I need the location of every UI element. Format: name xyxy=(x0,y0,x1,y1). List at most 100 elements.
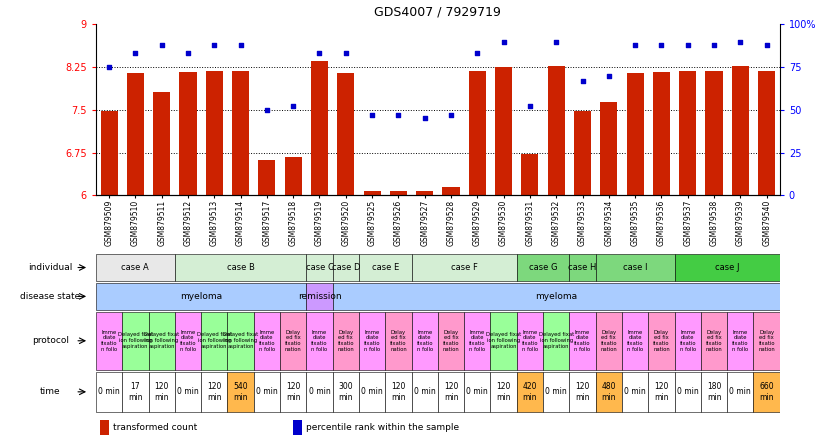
Point xyxy=(575,77,589,84)
Bar xyxy=(96,254,175,281)
Bar xyxy=(727,312,753,369)
Bar xyxy=(359,312,385,369)
Text: GDS4007 / 7929719: GDS4007 / 7929719 xyxy=(374,5,501,18)
Point xyxy=(629,41,642,48)
Text: Imme
diate
fixatio
n follo: Imme diate fixatio n follo xyxy=(364,329,380,352)
Bar xyxy=(123,312,148,369)
Text: case I: case I xyxy=(623,263,647,272)
Point xyxy=(260,107,274,114)
Text: Imme
diate
fixatio
n follo: Imme diate fixatio n follo xyxy=(179,329,196,352)
Bar xyxy=(175,312,201,369)
Point xyxy=(181,50,194,57)
Text: Delay
ed fix
fixatio
nation: Delay ed fix fixatio nation xyxy=(338,329,354,352)
Text: Delay
ed fix
fixatio
nation: Delay ed fix fixatio nation xyxy=(706,329,722,352)
Text: protocol: protocol xyxy=(32,336,69,345)
Text: case E: case E xyxy=(372,263,399,272)
Bar xyxy=(201,372,228,412)
Bar xyxy=(653,72,670,195)
Bar xyxy=(359,372,385,412)
Bar xyxy=(280,312,306,369)
Point xyxy=(550,38,563,45)
Bar xyxy=(438,372,465,412)
Bar xyxy=(675,312,701,369)
Text: Imme
diate
fixatio
n follo: Imme diate fixatio n follo xyxy=(732,329,749,352)
Text: myeloma: myeloma xyxy=(535,292,577,301)
Bar xyxy=(364,191,380,195)
Bar xyxy=(148,312,175,369)
Text: Delay
ed fix
fixatio
nation: Delay ed fix fixatio nation xyxy=(443,329,460,352)
Text: percentile rank within the sample: percentile rank within the sample xyxy=(306,423,460,432)
Text: Imme
diate
fixatio
n follo: Imme diate fixatio n follo xyxy=(311,329,328,352)
Text: Delay
ed fix
fixatio
nation: Delay ed fix fixatio nation xyxy=(653,329,670,352)
Text: 0 min: 0 min xyxy=(414,387,435,396)
Bar xyxy=(443,187,460,195)
Bar xyxy=(648,312,675,369)
Point xyxy=(523,103,536,110)
Text: 120
min: 120 min xyxy=(286,382,300,401)
Text: 0 min: 0 min xyxy=(730,387,751,396)
Point xyxy=(208,41,221,48)
Text: remission: remission xyxy=(298,292,341,301)
Bar xyxy=(294,420,303,435)
Bar xyxy=(438,312,465,369)
Bar xyxy=(96,312,123,369)
Bar xyxy=(254,312,280,369)
Bar xyxy=(675,372,701,412)
Bar xyxy=(306,372,333,412)
Bar xyxy=(679,71,696,195)
Bar xyxy=(228,312,254,369)
Text: individual: individual xyxy=(28,263,73,272)
Text: 120
min: 120 min xyxy=(391,382,405,401)
Bar xyxy=(706,71,722,195)
Bar xyxy=(284,157,302,195)
Point xyxy=(287,103,300,110)
Text: 120
min: 120 min xyxy=(496,382,511,401)
Bar xyxy=(727,372,753,412)
Point xyxy=(103,63,116,71)
Text: Imme
diate
fixatio
n follo: Imme diate fixatio n follo xyxy=(575,329,590,352)
Text: case D: case D xyxy=(332,263,360,272)
Text: 300
min: 300 min xyxy=(339,382,353,401)
Text: time: time xyxy=(40,387,61,396)
Point xyxy=(707,41,721,48)
Bar xyxy=(254,372,280,412)
Text: 0 min: 0 min xyxy=(677,387,699,396)
Bar xyxy=(127,73,144,195)
Text: Delayed fixat
ion following
aspiration: Delayed fixat ion following aspiration xyxy=(197,333,232,349)
Bar xyxy=(622,312,648,369)
Bar xyxy=(179,72,197,195)
Bar xyxy=(595,312,622,369)
Bar xyxy=(465,312,490,369)
Text: 120
min: 120 min xyxy=(654,382,669,401)
Bar xyxy=(306,282,333,310)
Bar xyxy=(758,71,775,195)
Point xyxy=(155,41,168,48)
Text: Imme
diate
fixatio
n follo: Imme diate fixatio n follo xyxy=(101,329,118,352)
Text: case B: case B xyxy=(227,263,254,272)
Text: case F: case F xyxy=(450,263,478,272)
Bar xyxy=(333,312,359,369)
Bar xyxy=(622,372,648,412)
Text: Imme
diate
fixatio
n follo: Imme diate fixatio n follo xyxy=(259,329,275,352)
Bar xyxy=(753,372,780,412)
Bar xyxy=(701,312,727,369)
Bar xyxy=(337,73,354,195)
Bar xyxy=(600,103,617,195)
Bar xyxy=(675,254,780,281)
Text: disease state: disease state xyxy=(20,292,81,301)
Bar xyxy=(175,372,201,412)
Bar xyxy=(259,160,275,195)
Bar xyxy=(228,372,254,412)
Bar xyxy=(389,191,407,195)
Text: case H: case H xyxy=(568,263,596,272)
Bar xyxy=(490,312,517,369)
Text: Delayed fixat
ion following
aspiration: Delayed fixat ion following aspiration xyxy=(118,333,153,349)
Bar xyxy=(280,372,306,412)
Point xyxy=(365,111,379,119)
Bar xyxy=(385,312,411,369)
Bar xyxy=(206,71,223,195)
Bar xyxy=(333,282,780,310)
Text: Imme
diate
fixatio
n follo: Imme diate fixatio n follo xyxy=(680,329,696,352)
Text: 120
min: 120 min xyxy=(575,382,590,401)
Point xyxy=(497,38,510,45)
